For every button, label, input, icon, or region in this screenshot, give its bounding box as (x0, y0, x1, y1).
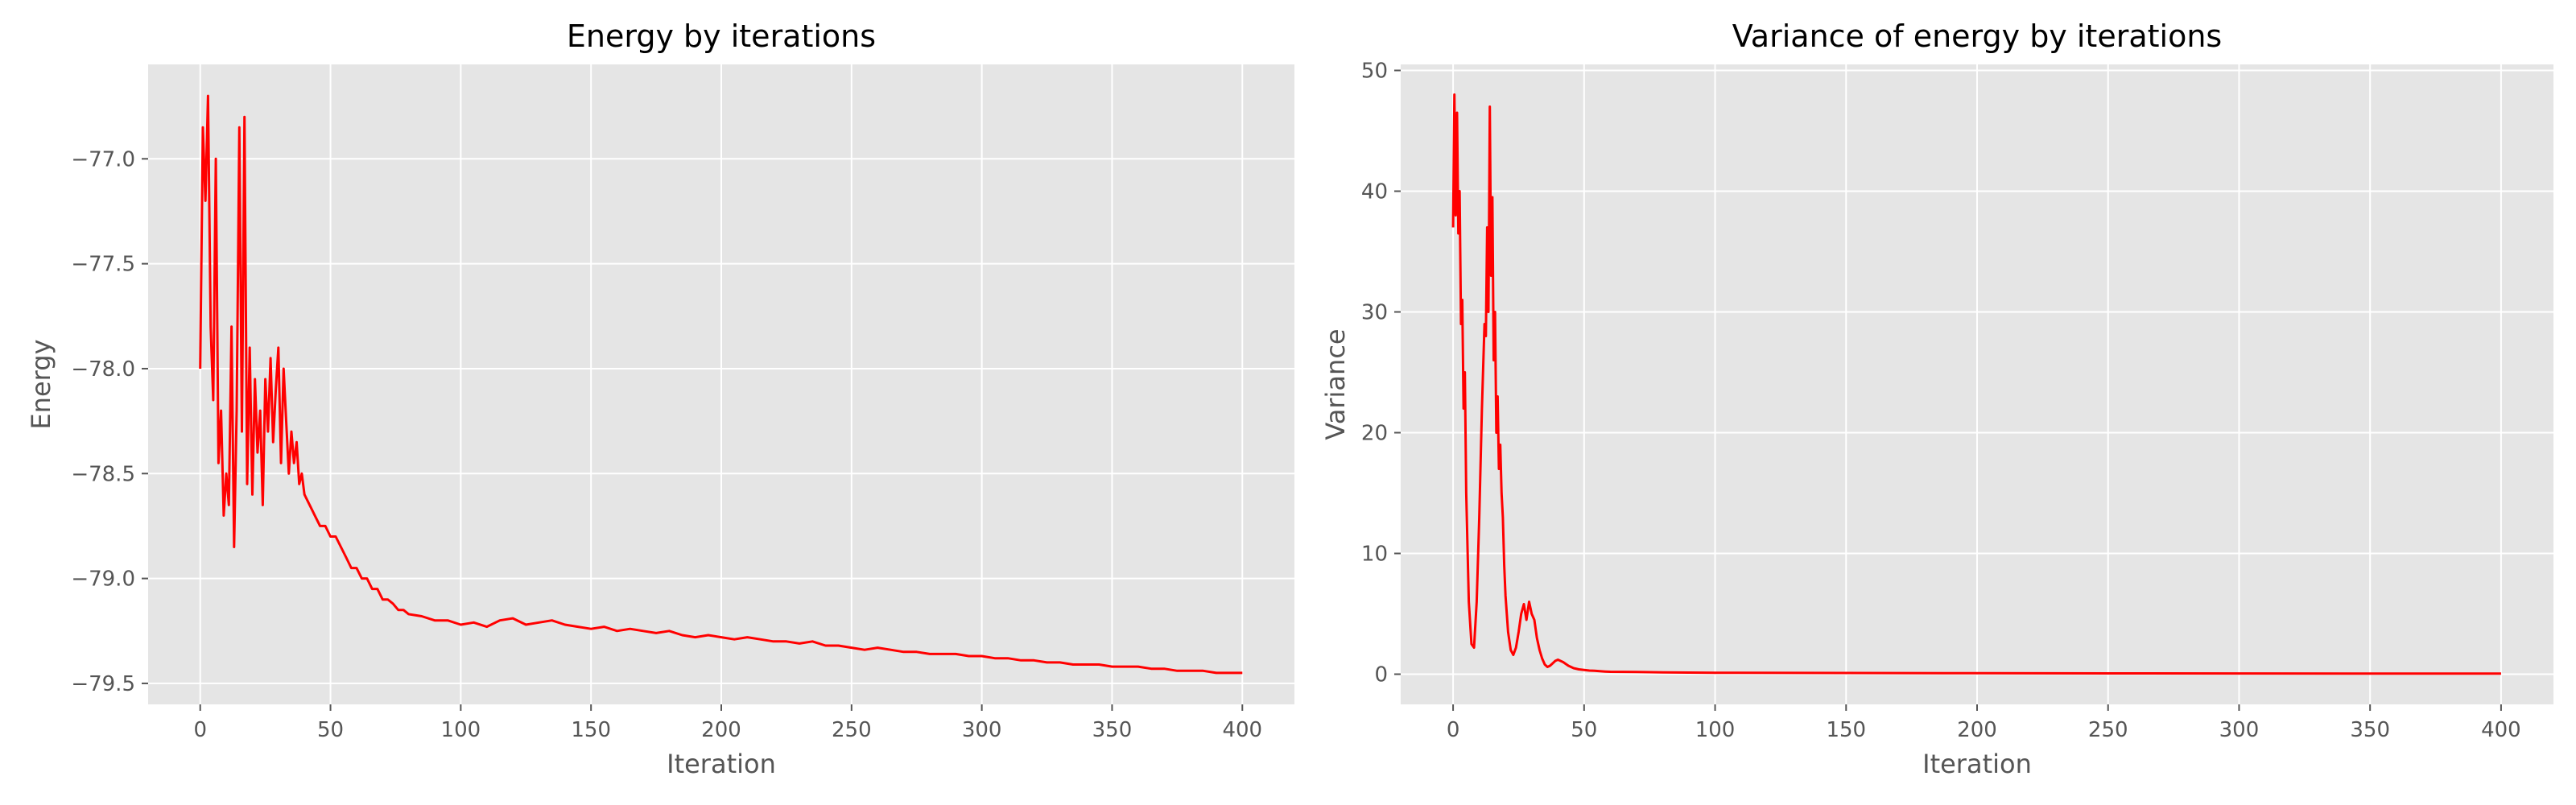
variance-series-line (1451, 93, 2501, 675)
variance-y-axis-label: Variance (1320, 328, 1351, 440)
energy-y-tick-label: −78.5 (71, 462, 135, 486)
variance-y-tick-label: 10 (1361, 543, 1388, 567)
energy-y-tick-label: −78.0 (71, 357, 135, 382)
variance-y-tick-label: 50 (1361, 60, 1388, 84)
energy-series-line (199, 94, 1243, 675)
variance-x-tick-label: 300 (2219, 718, 2260, 742)
variance-x-tick-label: 200 (1957, 718, 1997, 742)
energy-x-tick-label: 0 (193, 718, 207, 742)
energy-y-axis-label: Energy (26, 339, 56, 429)
energy-chart-title: Energy by iterations (567, 19, 876, 54)
variance-chart: 0 50 100 150 200 250 300 350 400 0 10 20 30 40 50 Varia… (1320, 19, 2553, 779)
variance-y-tick-label: 20 (1361, 422, 1388, 446)
energy-chart: 0 50 100 150 200 250 300 350 400 −79.5 −79.0 −78.5 −… (26, 19, 1294, 779)
energy-x-tick-label: 150 (571, 718, 611, 742)
energy-x-tick-label: 250 (832, 718, 872, 742)
variance-x-tick-label: 400 (2481, 718, 2521, 742)
energy-x-tick-label: 200 (701, 718, 741, 742)
variance-x-tick-label: 50 (1571, 718, 1597, 742)
variance-x-tick-label: 0 (1447, 718, 1460, 742)
energy-x-tick-label: 300 (962, 718, 1002, 742)
variance-x-axis-label: Iteration (1922, 749, 2032, 779)
energy-y-tick-label: −77.5 (71, 253, 135, 277)
energy-x-tick-label: 100 (441, 718, 481, 742)
variance-x-tick-label: 150 (1826, 718, 1866, 742)
energy-x-tick-label: 350 (1092, 718, 1133, 742)
energy-x-tick-label: 50 (317, 718, 344, 742)
energy-x-tick-label: 400 (1222, 718, 1262, 742)
energy-y-tick-label: −79.5 (71, 672, 135, 696)
variance-x-tick-label: 100 (1695, 718, 1736, 742)
variance-chart-title: Variance of energy by iterations (1732, 19, 2222, 54)
variance-y-tick-label: 0 (1374, 663, 1388, 687)
energy-y-tick-label: −77.0 (71, 147, 135, 171)
variance-x-tick-label: 250 (2088, 718, 2128, 742)
variance-y-tick-label: 40 (1361, 180, 1388, 204)
variance-x-tick-label: 350 (2350, 718, 2390, 742)
variance-y-tick-label: 30 (1361, 301, 1388, 325)
energy-y-tick-label: −79.0 (71, 568, 135, 592)
energy-x-axis-label: Iteration (667, 749, 776, 779)
